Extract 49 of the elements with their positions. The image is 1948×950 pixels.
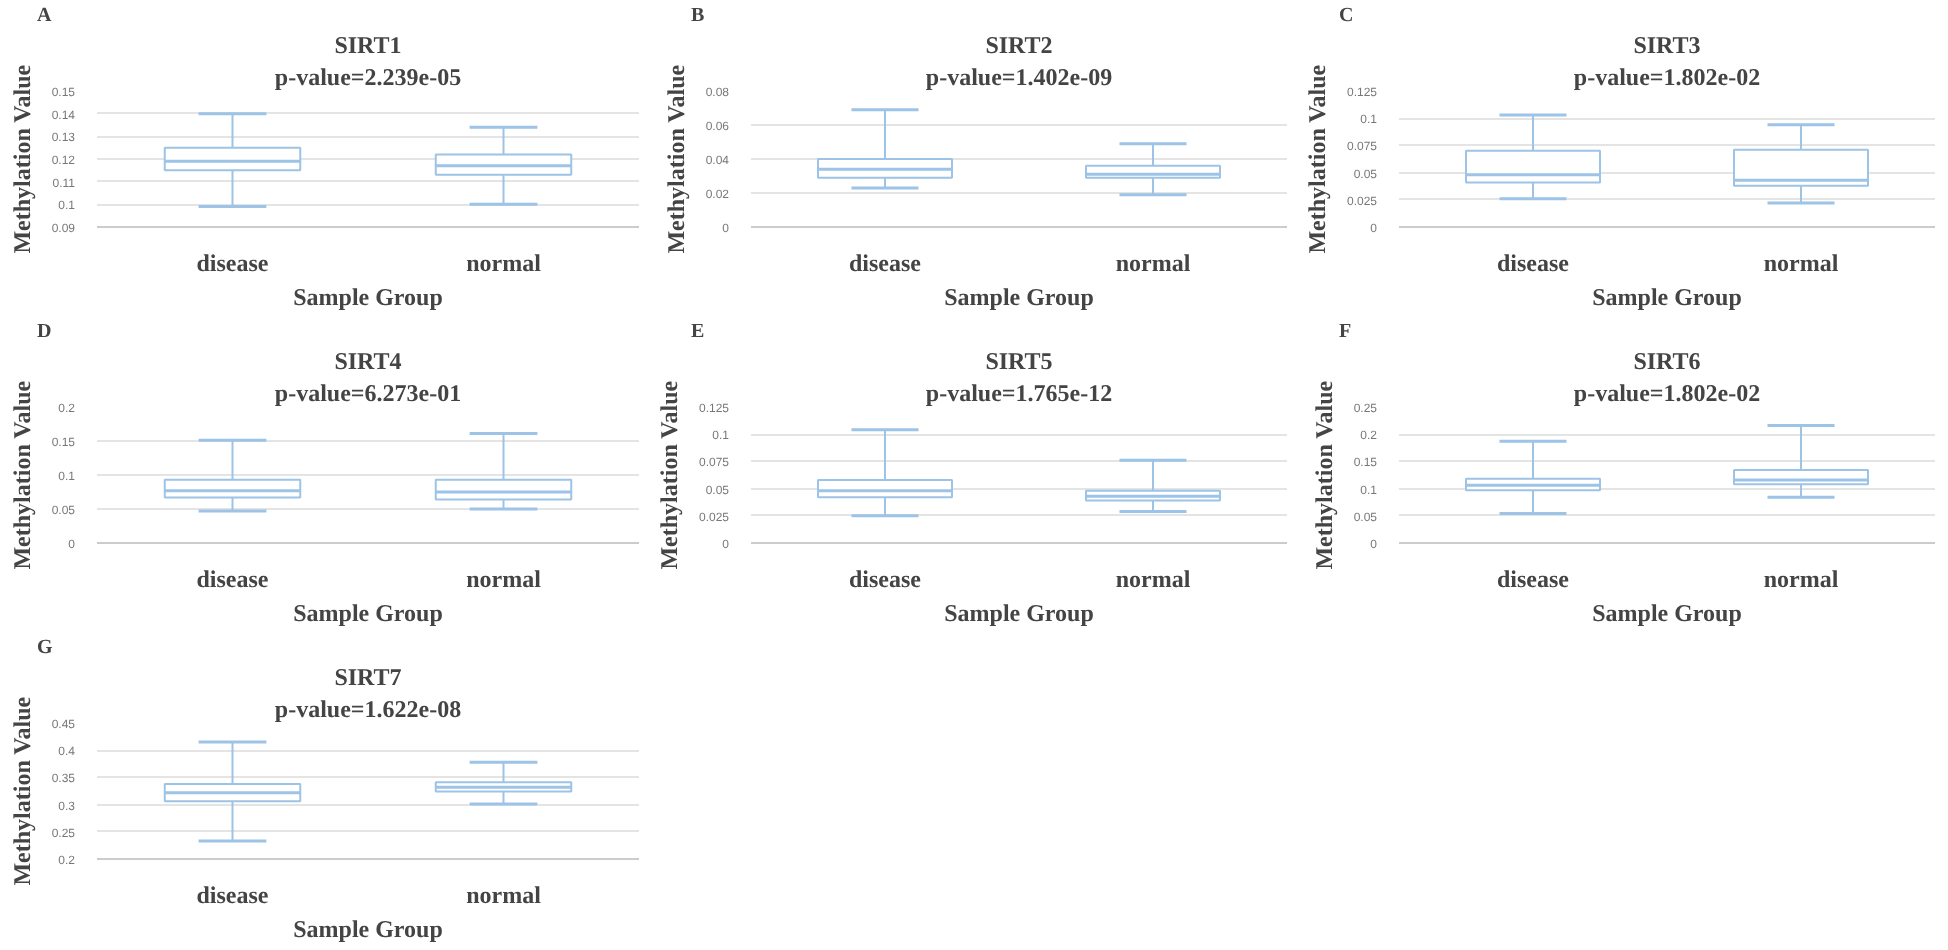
chart-subtitle: p-value=1.802e-02 [1573, 379, 1761, 407]
chart-subtitle: p-value=2.239e-05 [274, 63, 462, 91]
x-axis-title: Sample Group [1592, 599, 1743, 627]
x-tick-label: disease [196, 881, 270, 909]
chart-title: SIRT6 [1633, 347, 1701, 375]
text: A [37, 5, 53, 27]
text: F [1339, 321, 1352, 343]
chart-title: SIRT5 [985, 347, 1053, 375]
y-axis-title: Methylation Value [661, 63, 690, 254]
text: B [691, 5, 705, 27]
x-tick-label: disease [1497, 249, 1571, 277]
y-axis-title: Methylation Value [7, 379, 36, 570]
x-tick-label: normal [1763, 249, 1840, 277]
text: C [1339, 5, 1354, 27]
x-tick-label: normal [466, 881, 543, 909]
y-axis-title: Methylation Value [654, 379, 683, 570]
chart-subtitle: p-value=1.622e-08 [274, 695, 462, 723]
x-tick-label: disease [1497, 565, 1571, 593]
y-axis-title: Methylation Value [1302, 63, 1331, 254]
x-tick-label: disease [196, 565, 270, 593]
x-axis-title: Sample Group [293, 599, 444, 627]
y-axis-title: Methylation Value [7, 63, 36, 254]
chart-subtitle: p-value=1.765e-12 [925, 379, 1113, 407]
x-tick-label: normal [466, 249, 543, 277]
chart-title: SIRT1 [334, 31, 402, 59]
chart-title: SIRT2 [985, 31, 1053, 59]
text: G [37, 637, 53, 659]
x-tick-label: disease [196, 249, 270, 277]
x-axis-title: Sample Group [293, 283, 444, 311]
y-axis-title: Methylation Value [7, 695, 36, 886]
text: D [37, 321, 52, 343]
chart-title: SIRT3 [1633, 31, 1701, 59]
x-axis-title: Sample Group [1592, 283, 1743, 311]
text: E [691, 321, 705, 343]
y-axis-title: Methylation Value [1309, 379, 1338, 570]
x-tick-label: normal [1763, 565, 1840, 593]
x-tick-label: disease [849, 565, 923, 593]
x-tick-label: normal [1115, 249, 1192, 277]
x-axis-title: Sample Group [293, 915, 444, 943]
x-tick-label: normal [466, 565, 543, 593]
chart-subtitle: p-value=1.402e-09 [925, 63, 1113, 91]
chart-title: SIRT7 [334, 663, 402, 691]
chart-subtitle: p-value=6.273e-01 [274, 379, 462, 407]
chart-title: SIRT4 [334, 347, 402, 375]
x-tick-label: normal [1115, 565, 1192, 593]
x-axis-title: Sample Group [944, 599, 1095, 627]
chart-subtitle: p-value=1.802e-02 [1573, 63, 1761, 91]
x-axis-title: Sample Group [944, 283, 1095, 311]
x-tick-label: disease [849, 249, 923, 277]
